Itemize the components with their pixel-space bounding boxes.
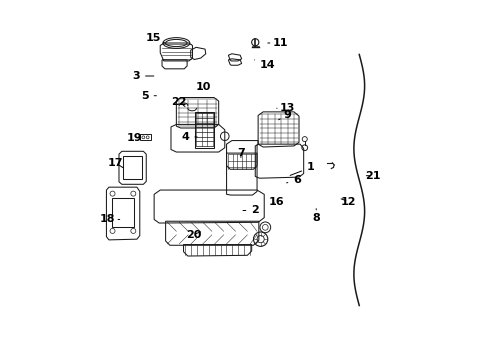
Text: 8: 8: [312, 209, 320, 222]
Text: 1: 1: [289, 162, 314, 175]
Text: 11: 11: [267, 38, 287, 48]
Text: 6: 6: [286, 175, 301, 185]
Text: 16: 16: [268, 197, 284, 207]
Bar: [140, 134, 150, 140]
Text: 5: 5: [141, 91, 156, 101]
Text: 18: 18: [100, 215, 120, 224]
Text: 10: 10: [195, 82, 210, 92]
Text: 4: 4: [181, 132, 197, 142]
Text: 21: 21: [365, 171, 380, 181]
Bar: [195, 112, 213, 148]
Text: 12: 12: [340, 197, 356, 207]
Text: 7: 7: [237, 148, 244, 158]
Text: 22: 22: [171, 97, 186, 107]
Text: 13: 13: [276, 103, 295, 113]
Text: 9: 9: [278, 111, 290, 121]
Text: 20: 20: [185, 230, 201, 239]
Text: 14: 14: [254, 59, 275, 69]
Text: 2: 2: [243, 206, 259, 216]
Text: 17: 17: [107, 158, 123, 168]
Text: 3: 3: [132, 71, 154, 81]
Text: 19: 19: [126, 133, 142, 143]
Text: 15: 15: [145, 33, 164, 43]
